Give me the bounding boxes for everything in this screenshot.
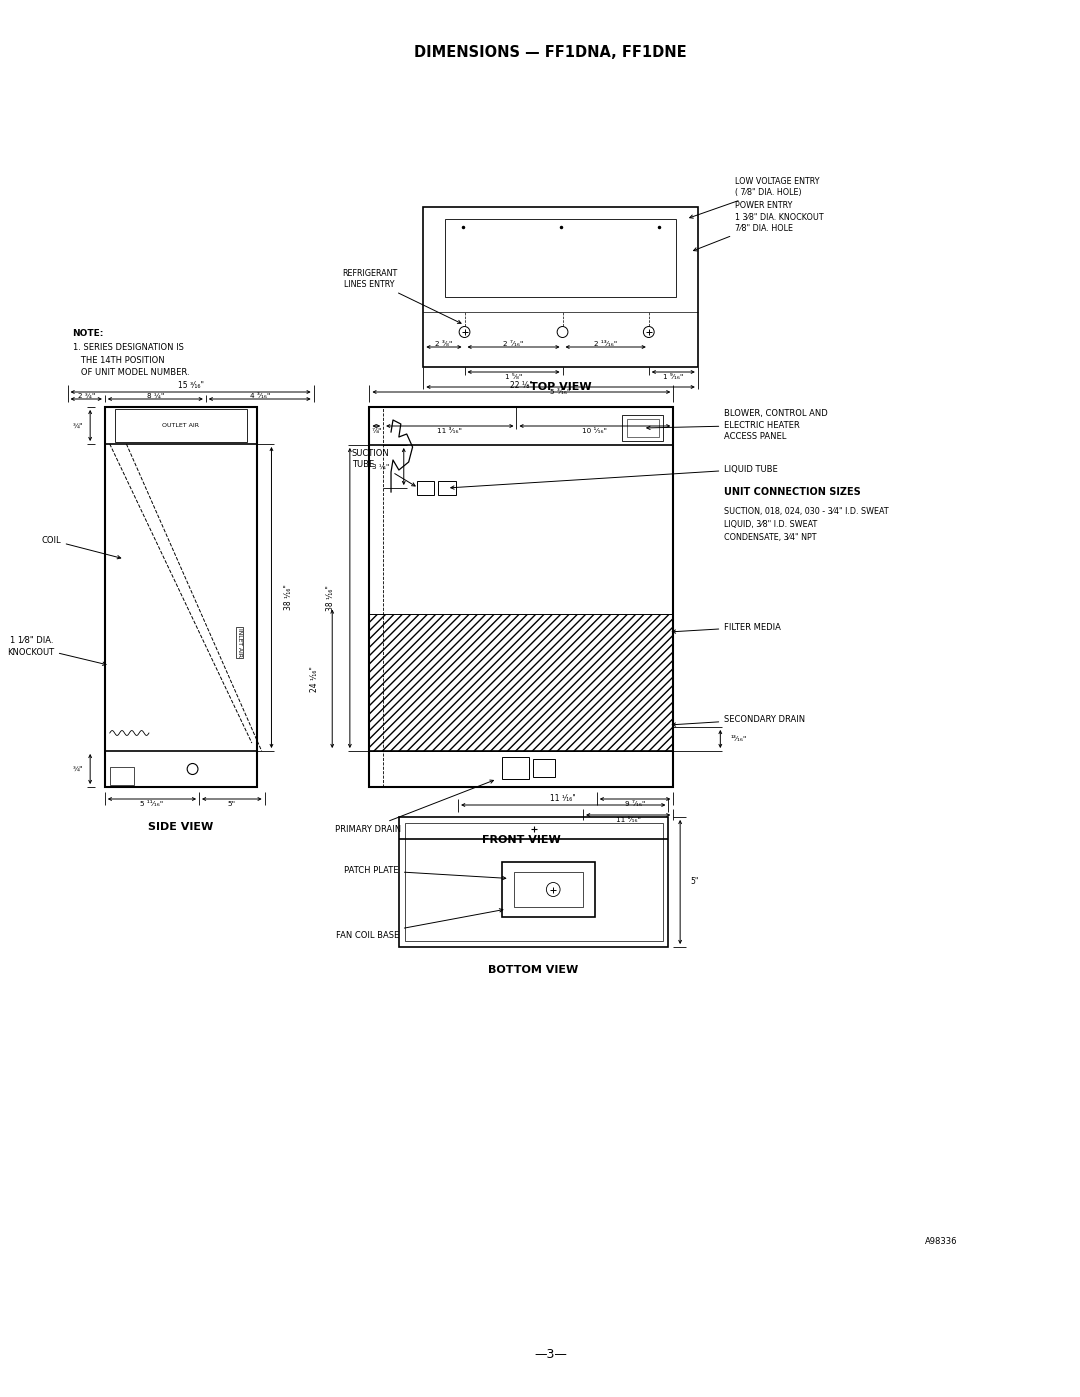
Text: 1 1⁄8" DIA.
KNOCKOUT: 1 1⁄8" DIA. KNOCKOUT	[6, 636, 106, 665]
Bar	[369, 407, 673, 787]
Text: INLET AIR: INLET AIR	[237, 629, 242, 657]
Bar	[369, 615, 673, 752]
Text: SECONDARY DRAIN: SECONDARY DRAIN	[672, 714, 806, 726]
Text: TOP VIEW: TOP VIEW	[530, 381, 592, 393]
Text: DIMENSIONS — FF1DNA, FF1DNE: DIMENSIONS — FF1DNA, FF1DNE	[415, 45, 687, 60]
Text: ¹³⁄₁₆": ¹³⁄₁₆"	[730, 736, 746, 742]
Text: POWER ENTRY
1 3⁄8" DIA. KNOCKOUT
7⁄8" DIA. HOLE: POWER ENTRY 1 3⁄8" DIA. KNOCKOUT 7⁄8" DI…	[693, 201, 824, 251]
Bar	[405, 823, 662, 942]
Text: LOW VOLTAGE ENTRY
( 7⁄8" DIA. HOLE): LOW VOLTAGE ENTRY ( 7⁄8" DIA. HOLE)	[690, 177, 820, 218]
Text: OUTLET AIR: OUTLET AIR	[162, 423, 200, 427]
Text: 10 ¹⁄₁₆": 10 ¹⁄₁₆"	[582, 427, 607, 434]
Text: 9 ⁷⁄₁₆": 9 ⁷⁄₁₆"	[625, 800, 645, 807]
Text: FAN COIL BASE: FAN COIL BASE	[336, 908, 503, 940]
Text: 38 ¹⁄₁₆": 38 ¹⁄₁₆"	[284, 584, 293, 610]
Text: 2 ¹³⁄₁₆": 2 ¹³⁄₁₆"	[594, 341, 618, 346]
Bar	[445, 219, 676, 298]
Text: 5 ³⁄₁₆": 5 ³⁄₁₆"	[551, 388, 570, 395]
Text: 11 ¹⁄₁₆": 11 ¹⁄₁₆"	[551, 793, 576, 803]
Text: 5 ¹¹⁄₁₆": 5 ¹¹⁄₁₆"	[140, 800, 163, 807]
Bar	[502, 862, 595, 916]
Text: SUCTION, 018, 024, 030 - 3⁄4" I.D. SWEAT
LIQUID, 3⁄8" I.D. SWEAT
CONDENSATE, 3⁄4: SUCTION, 018, 024, 030 - 3⁄4" I.D. SWEAT…	[725, 507, 889, 542]
Text: FILTER MEDIA: FILTER MEDIA	[672, 623, 781, 633]
Text: 1. SERIES DESIGNATION IS
   THE 14TH POSITION
   OF UNIT MODEL NUMBER.: 1. SERIES DESIGNATION IS THE 14TH POSITI…	[72, 344, 189, 377]
Text: NOTE:: NOTE:	[72, 330, 104, 338]
Text: FRONT VIEW: FRONT VIEW	[482, 835, 561, 845]
Text: PATCH PLATE: PATCH PLATE	[345, 866, 505, 880]
Text: 1 ⁹⁄₁₆": 1 ⁹⁄₁₆"	[663, 374, 684, 380]
Bar	[423, 207, 698, 367]
Text: A98336: A98336	[924, 1238, 958, 1246]
Text: 2 ¾": 2 ¾"	[78, 393, 95, 400]
Text: SIDE VIEW: SIDE VIEW	[148, 821, 214, 833]
Text: COIL: COIL	[41, 535, 121, 559]
Bar	[417, 481, 434, 495]
Text: REFRIGERANT
LINES ENTRY: REFRIGERANT LINES ENTRY	[342, 270, 461, 323]
Text: 3 ¼": 3 ¼"	[372, 464, 389, 469]
Text: 38 ¹⁄₁₆": 38 ¹⁄₁₆"	[326, 585, 335, 610]
Text: 5": 5"	[690, 877, 699, 887]
Bar	[622, 415, 663, 441]
Bar	[399, 817, 669, 947]
Text: 2 ⁷⁄₁₆": 2 ⁷⁄₁₆"	[503, 341, 524, 346]
Text: 22 ⅛": 22 ⅛"	[510, 381, 532, 390]
Text: ¾": ¾"	[72, 422, 83, 429]
Text: 5": 5"	[228, 800, 235, 807]
Text: 15 ³⁄₁₆": 15 ³⁄₁₆"	[177, 381, 204, 390]
Text: SUCTION
TUBE: SUCTION TUBE	[352, 448, 415, 486]
Text: BOTTOM VIEW: BOTTOM VIEW	[488, 965, 579, 975]
Text: 1 ⁵⁄₈": 1 ⁵⁄₈"	[504, 374, 523, 380]
Text: 11 ¹⁄₁₆": 11 ¹⁄₁₆"	[616, 817, 640, 823]
Bar	[105, 407, 257, 787]
Text: 2 ³⁄₈": 2 ³⁄₈"	[435, 341, 453, 346]
Text: 8 ¼": 8 ¼"	[147, 393, 164, 400]
Bar	[110, 767, 134, 785]
Text: 4 ³⁄₁₆": 4 ³⁄₁₆"	[249, 393, 270, 400]
Bar	[627, 419, 659, 437]
Text: LIQUID TUBE: LIQUID TUBE	[450, 464, 778, 489]
Bar	[534, 759, 555, 777]
Bar	[438, 481, 456, 495]
Text: UNIT CONNECTION SIZES: UNIT CONNECTION SIZES	[725, 488, 861, 497]
Bar	[513, 872, 583, 907]
Text: ¾": ¾"	[72, 766, 83, 773]
Text: 11 ³⁄₁₆": 11 ³⁄₁₆"	[437, 427, 462, 434]
Text: ⅞": ⅞"	[372, 427, 381, 434]
Bar	[114, 409, 247, 441]
Text: 24 ¹⁄₁₆": 24 ¹⁄₁₆"	[310, 666, 319, 692]
Text: —3—: —3—	[535, 1348, 567, 1362]
Text: PRIMARY DRAIN: PRIMARY DRAIN	[335, 780, 494, 834]
Text: BLOWER, CONTROL AND
ELECTRIC HEATER
ACCESS PANEL: BLOWER, CONTROL AND ELECTRIC HEATER ACCE…	[647, 409, 828, 440]
Bar	[502, 757, 529, 780]
